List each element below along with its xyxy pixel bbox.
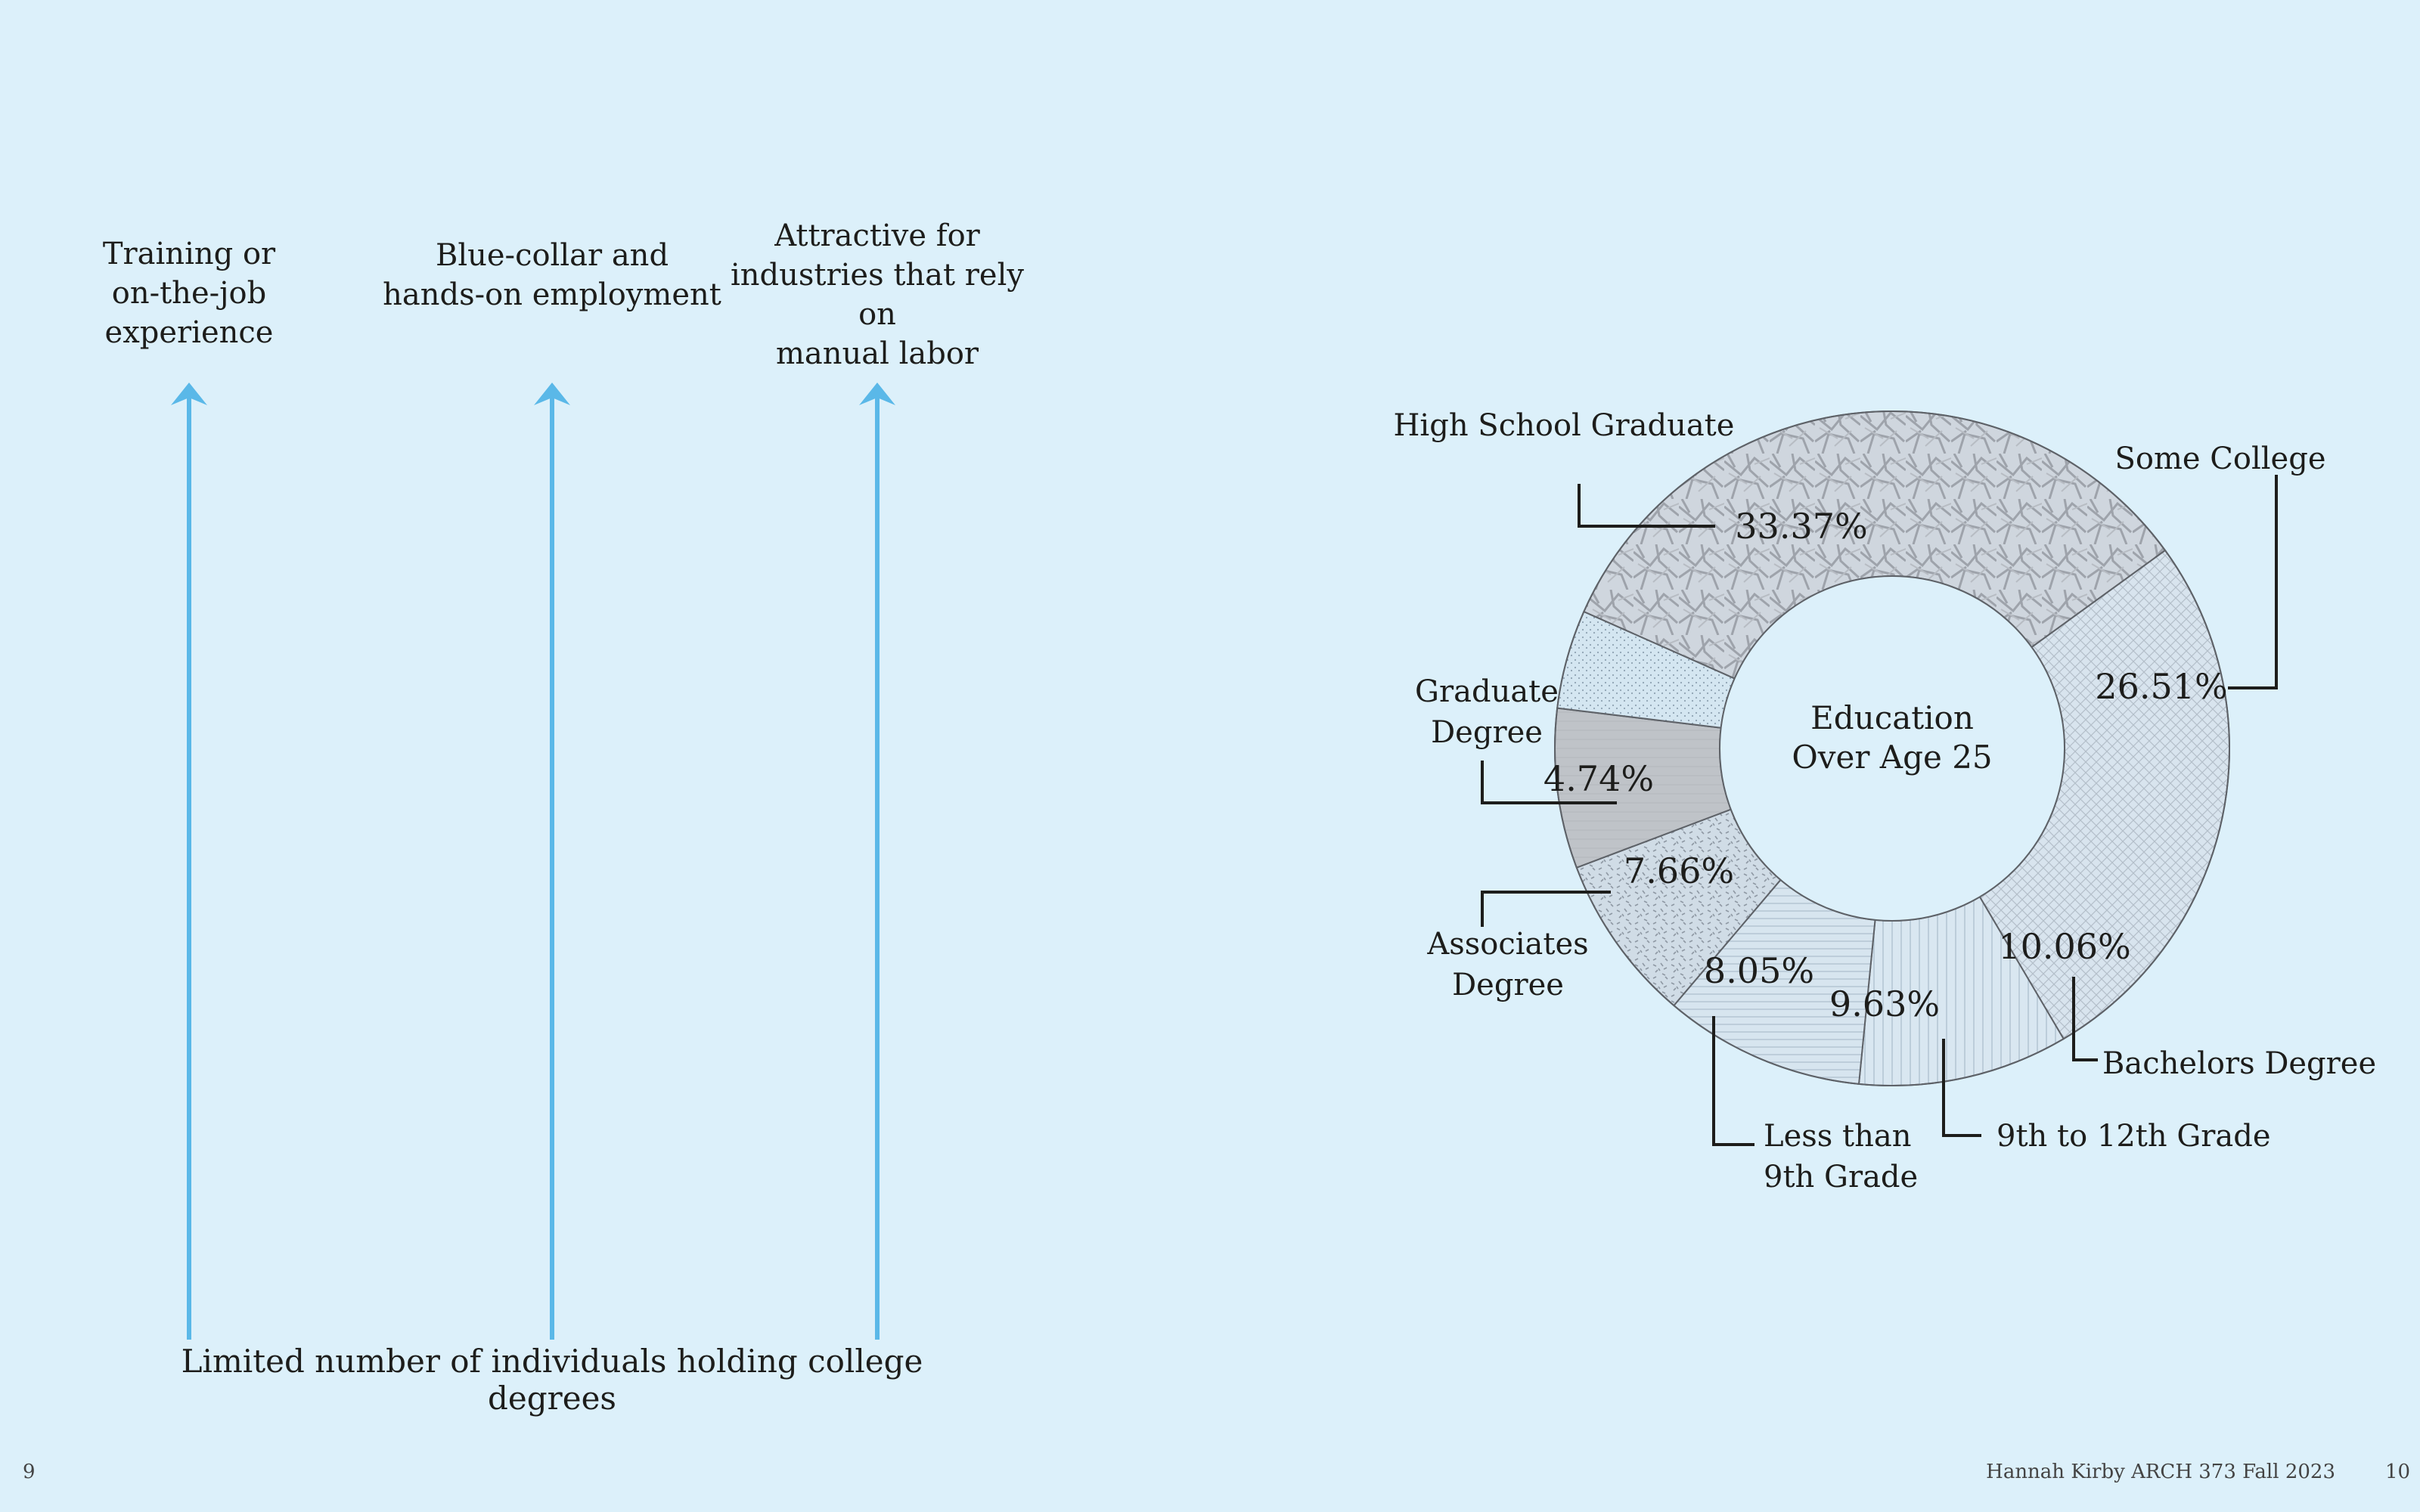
category-label-1-1: High School Graduate (1394, 408, 1735, 443)
center-label-line-1: Education (1810, 699, 1974, 736)
leader-line-4 (1942, 1039, 1981, 1137)
category-label-5-1: Less than (1764, 1119, 1911, 1154)
up-arrow-3 (859, 383, 895, 1340)
category-label-7-2: Degree (1431, 715, 1543, 750)
value-label-2: 26.51% (2095, 666, 2227, 707)
up-arrow-1 (171, 383, 207, 1340)
up-arrow-2 (534, 383, 570, 1340)
caption-blue-collar: Blue-collar and hands-on employment (383, 238, 721, 312)
value-label-5: 8.05% (1704, 950, 1814, 991)
category-label-6-2: Degree (1452, 968, 1564, 1002)
leader-line-5 (1712, 1016, 1754, 1146)
value-label-6: 7.66% (1624, 850, 1734, 891)
leader-line-6 (1481, 891, 1611, 927)
value-label-7: 4.74% (1544, 758, 1654, 799)
value-label-1: 33.37% (1735, 506, 1867, 547)
category-label-5-2: 9th Grade (1764, 1160, 1918, 1194)
bottom-note: Limited number of individuals holding co… (181, 1343, 923, 1417)
arrow-group (171, 383, 895, 1340)
leader-line-3 (2072, 977, 2098, 1061)
category-label-7-1: Graduate (1415, 674, 1559, 709)
category-label-6-1: Associates (1426, 927, 1588, 962)
category-label-4-1: 9th to 12th Grade (1996, 1119, 2271, 1154)
footer-credit: Hannah Kirby ARCH 373 Fall 2023 (1986, 1461, 2335, 1483)
value-label-3: 10.06% (1998, 926, 2130, 967)
leader-line-7 (1481, 761, 1617, 804)
category-label-2-1: Some College (2114, 442, 2325, 476)
leader-line-1 (1578, 484, 1715, 528)
page-number-right: 10 (2385, 1461, 2411, 1483)
leader-line-2 (2228, 475, 2278, 689)
page-number-left: 9 (23, 1461, 36, 1483)
category-label-3-1: Bachelors Degree (2102, 1046, 2376, 1081)
center-label-line-2: Over Age 25 (1792, 739, 1992, 776)
value-label-4: 9.63% (1829, 984, 1940, 1024)
caption-training: Training or on-the-job experience (102, 237, 276, 350)
caption-manual-labor: Attractive for industries that rely on m… (730, 218, 1024, 371)
